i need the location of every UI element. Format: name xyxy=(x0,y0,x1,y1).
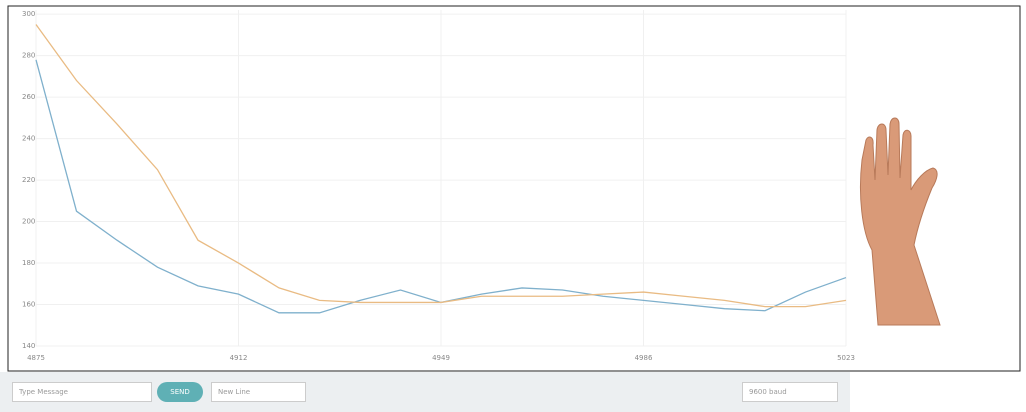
hand xyxy=(860,117,941,326)
frame xyxy=(7,5,1021,372)
x-tick-label: 5023 xyxy=(837,354,855,362)
y-tick-label: 180 xyxy=(22,259,35,267)
x-tick-label: 4875 xyxy=(27,354,45,362)
x-tick-label: 4986 xyxy=(635,354,653,362)
y-tick-label: 260 xyxy=(22,93,35,101)
x-tick-label: 4912 xyxy=(230,354,248,362)
y-tick-label: 220 xyxy=(22,176,35,184)
y-tick-label: 280 xyxy=(22,52,35,60)
y-tick-label: 140 xyxy=(22,342,35,350)
y-tick-label: 300 xyxy=(22,10,35,18)
plotter: 140 160 180 200 220 240 260 280 300 4875 4912 4949 4… xyxy=(7,5,1021,372)
send-button[interactable]: SEND xyxy=(157,382,203,402)
y-tick-label: 160 xyxy=(22,301,35,309)
baud-select[interactable]: 9600 baud xyxy=(742,382,838,402)
y-tick-label: 240 xyxy=(22,135,35,143)
x-tick-label: 4949 xyxy=(432,354,450,362)
message-input[interactable]: Type Message xyxy=(12,382,152,402)
toolbar: Type Message SEND New Line 9600 baud xyxy=(0,372,850,412)
y-tick-label: 200 xyxy=(22,218,35,226)
line-ending-select[interactable]: New Line xyxy=(211,382,306,402)
series-line xyxy=(35,24,847,308)
